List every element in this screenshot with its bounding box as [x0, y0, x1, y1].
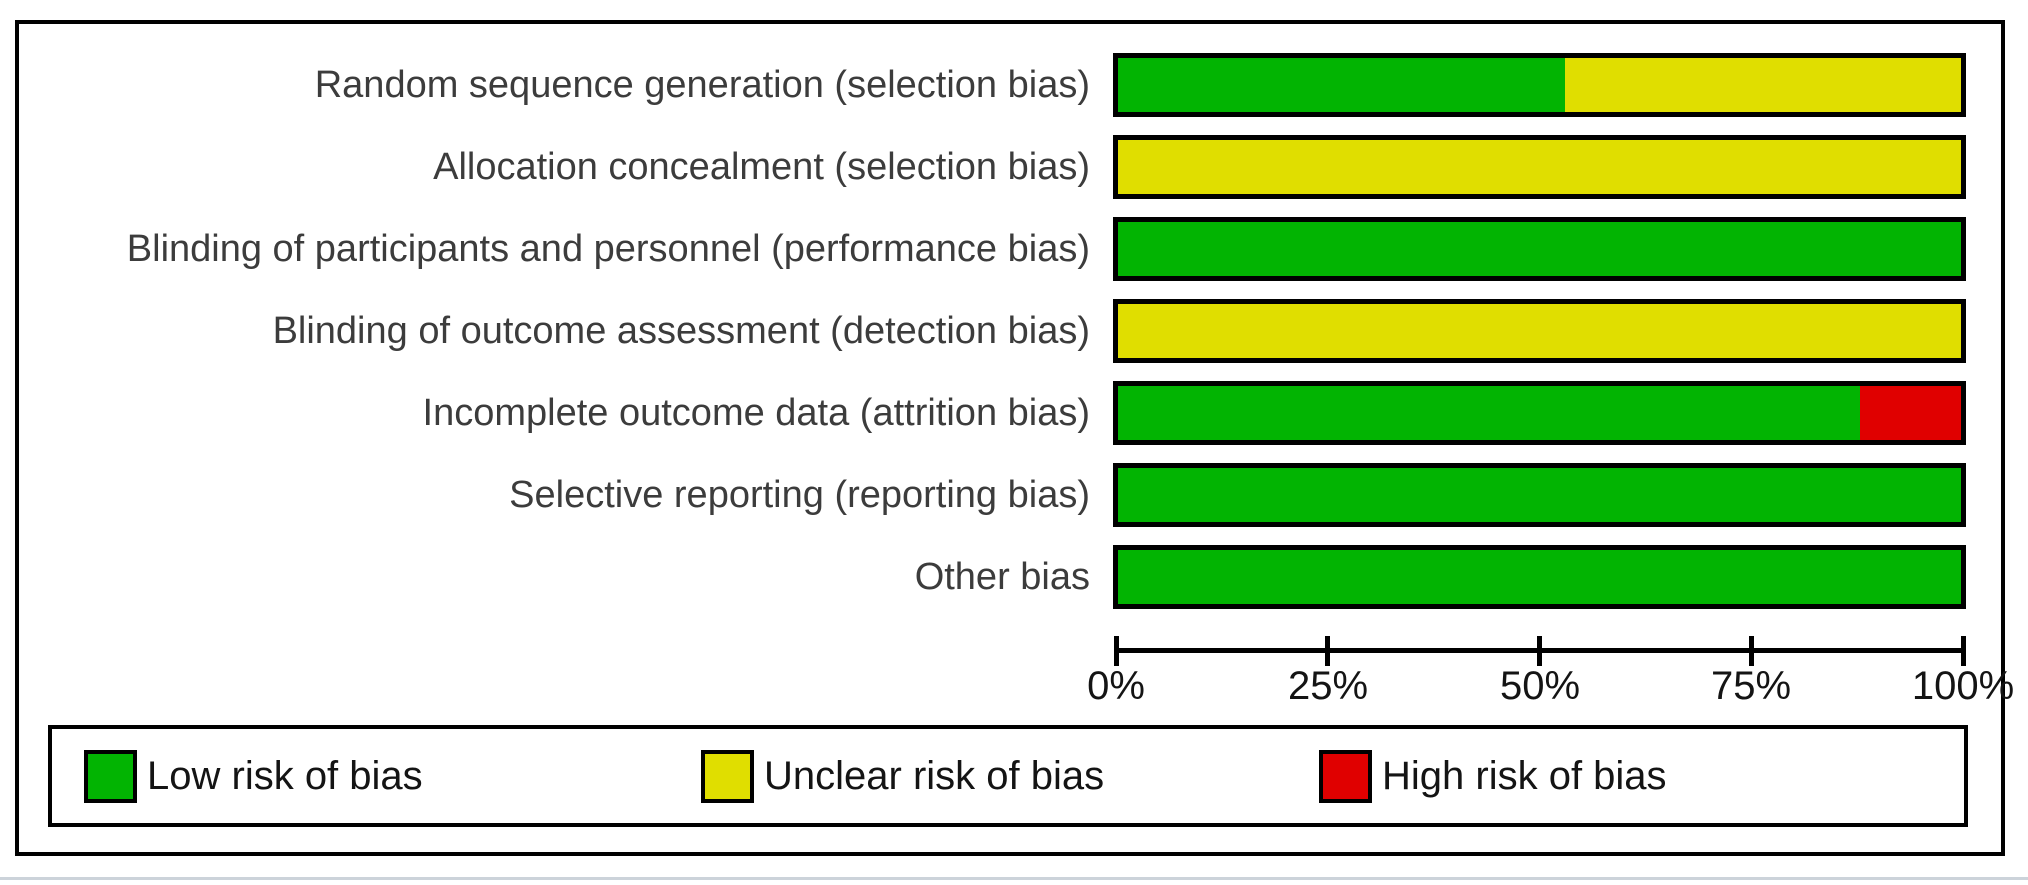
- bias-domain-label: Other bias: [914, 556, 1090, 598]
- bias-domain-label: Incomplete outcome data (attrition bias): [422, 392, 1090, 434]
- x-axis-tick-label: 75%: [1710, 664, 1792, 708]
- low-risk-swatch: [84, 749, 137, 803]
- bias-bar: [1113, 53, 1966, 117]
- bias-bar: [1113, 299, 1966, 363]
- bar-segment: [1118, 468, 1961, 522]
- bar-segment: [1564, 58, 1961, 112]
- bias-bar: [1113, 463, 1966, 527]
- x-axis-tick: [1749, 636, 1754, 666]
- x-axis-tick-label: 25%: [1287, 664, 1369, 708]
- x-axis-tick-label: 50%: [1499, 664, 1581, 708]
- x-axis-tick-label: 100%: [1911, 664, 2015, 708]
- legend-item-low-risk: Low risk of bias: [84, 729, 423, 823]
- high-risk-swatch: [1319, 749, 1372, 803]
- bias-bar: [1113, 381, 1966, 445]
- bias-bar: [1113, 217, 1966, 281]
- legend-label: Low risk of bias: [147, 753, 423, 798]
- legend-item-unclear-risk: Unclear risk of bias: [701, 729, 1104, 823]
- bias-domain-label: Random sequence generation (selection bi…: [314, 64, 1090, 106]
- bar-segment: [1859, 386, 1961, 440]
- x-axis-tick: [1325, 636, 1330, 666]
- bias-domain-label: Blinding of outcome assessment (detectio…: [272, 310, 1090, 352]
- bar-segment: [1118, 386, 1860, 440]
- bias-domain-label: Allocation concealment (selection bias): [433, 146, 1090, 188]
- bias-domain-label: Blinding of participants and personnel (…: [126, 228, 1090, 270]
- legend-item-high-risk: High risk of bias: [1319, 729, 1667, 823]
- bar-segment: [1118, 222, 1961, 276]
- x-axis-tick: [1961, 636, 1966, 666]
- x-axis-tick: [1537, 636, 1542, 666]
- bar-segment: [1118, 58, 1565, 112]
- bottom-divider: [0, 877, 2028, 880]
- bar-segment: [1118, 140, 1961, 194]
- legend: Low risk of bias Unclear risk of bias Hi…: [48, 725, 1968, 827]
- x-axis-tick: [1114, 636, 1119, 666]
- bar-segment: [1118, 304, 1961, 358]
- bias-bar: [1113, 545, 1966, 609]
- bar-segment: [1118, 550, 1961, 604]
- bias-bar: [1113, 135, 1966, 199]
- bias-domain-label: Selective reporting (reporting bias): [509, 474, 1090, 516]
- legend-label: Unclear risk of bias: [764, 753, 1105, 798]
- unclear-risk-swatch: [701, 749, 754, 803]
- x-axis-tick-label: 0%: [1087, 664, 1145, 708]
- legend-label: High risk of bias: [1382, 753, 1667, 798]
